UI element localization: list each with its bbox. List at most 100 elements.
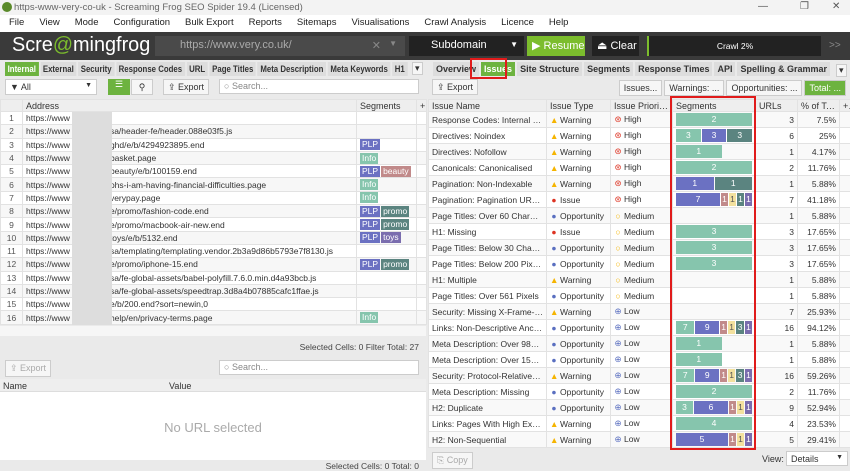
table-row[interactable]: 7 https://www verypay.page Info — [0, 190, 427, 206]
tab-h1[interactable]: H1 — [392, 62, 408, 76]
filter-button[interactable]: Warnings: ... — [664, 80, 725, 96]
segment-plp[interactable]: 9 — [695, 321, 720, 334]
segment-info[interactable]: 3 — [676, 257, 752, 270]
issue-row[interactable]: H2: Non-Sequential ▲ Warning ⊕ Low 5 1 1 1 5 29.41… — [428, 431, 850, 448]
tab-internal[interactable]: Internal — [5, 62, 39, 76]
resume-button[interactable]: ▶ Resume — [527, 36, 585, 56]
menu-bulk-export[interactable]: Bulk Export — [185, 17, 234, 28]
issue-row[interactable]: H1: Multiple ▲ Warning ○ Medium 1 5.88% — [428, 271, 850, 288]
segment-plp[interactable]: 9 — [695, 369, 720, 382]
issue-row[interactable]: H1: Missing ● Issue ○ Medium 3 3 17.65% — [428, 223, 850, 240]
segment-promo[interactable]: 1 — [714, 177, 752, 190]
column-header[interactable]: Segments — [672, 99, 756, 112]
segment-plp[interactable]: 7 — [676, 193, 720, 206]
column-header[interactable]: URLs — [755, 99, 798, 112]
segment-info[interactable]: 4 — [676, 417, 752, 430]
issue-row[interactable]: Links: Non-Descriptive Ancho... ● Opportun… — [428, 319, 850, 336]
issue-row[interactable]: Pagination: Non-Indexable ▲ Warning ⊛ High 1 1… — [428, 175, 850, 192]
minimize-button[interactable]: — — [758, 1, 768, 12]
table-row[interactable]: 5 https://www beauty/e/b/100159.end PLP beau… — [0, 164, 427, 179]
menu-view[interactable]: View — [39, 17, 60, 28]
menu-sitemaps[interactable]: Sitemaps — [296, 17, 337, 28]
tab-response-codes[interactable]: Response Codes — [115, 62, 185, 76]
segment-yellow[interactable]: 1 — [728, 321, 736, 334]
segment-toys[interactable]: 1 — [745, 369, 752, 382]
column-header[interactable]: Issue Name — [428, 99, 547, 112]
tab-url[interactable]: URL — [186, 62, 208, 76]
table-row[interactable]: 14 https://www sa/fe-global-assets/speedtr… — [0, 283, 427, 299]
issues-export-button[interactable]: ⇪ Export — [432, 79, 479, 95]
chevron-down-icon[interactable]: ▼ — [389, 39, 397, 48]
segment-toys[interactable]: 1 — [745, 321, 752, 334]
table-row[interactable]: 8 https://www e/promo/fashion-code.end PLP p… — [0, 204, 427, 219]
filter-button[interactable]: Issues... — [618, 80, 663, 96]
segment-info[interactable]: 1 — [676, 337, 722, 350]
table-row[interactable]: 10 https://www toys/e/b/5132.end PLP toys — [0, 230, 427, 245]
segment-plp[interactable]: 6 — [694, 401, 728, 414]
segment-yellow[interactable]: 1 — [728, 369, 736, 382]
issue-row[interactable]: Meta Description: Missing ● Opportunity ⊕ Lo… — [428, 383, 850, 400]
segment-toys[interactable]: 1 — [745, 193, 752, 206]
segment-promo[interactable]: 3 — [736, 369, 744, 382]
clear-button[interactable]: ⏏ Clear — [592, 36, 639, 56]
list-view-button[interactable]: ☰ — [108, 79, 130, 95]
lower-search-input[interactable]: ○ Search... — [219, 360, 419, 375]
menu-crawl-analysis[interactable]: Crawl Analysis — [424, 17, 487, 28]
column-segments[interactable]: Segments — [356, 99, 417, 112]
segment-yellow[interactable]: 1 — [737, 433, 744, 446]
issue-row[interactable]: Meta Description: Over 985 Pi... ● Opportu… — [428, 335, 850, 352]
table-row[interactable]: 2 https://www sa/header-fe/header.088e03f5… — [0, 124, 427, 139]
segment-plp[interactable]: 1 — [676, 177, 714, 190]
expand-button[interactable]: >> — [829, 40, 841, 51]
menu-reports[interactable]: Reports — [248, 17, 282, 28]
filter-dropdown[interactable]: ▼ All ▼ — [5, 79, 97, 95]
segment-toys[interactable]: 1 — [745, 433, 752, 446]
segment-beauty[interactable]: 1 — [729, 433, 736, 446]
issue-row[interactable]: Meta Description: Over 155 C... ● Opportun… — [428, 351, 850, 368]
column-header[interactable]: Issue Type — [546, 99, 611, 112]
tab-overview[interactable]: Overview — [433, 62, 480, 76]
tab-meta-description[interactable]: Meta Description — [257, 62, 327, 76]
search-input[interactable]: ○ Search... — [219, 79, 419, 94]
issue-row[interactable]: Directives: Nofollow ▲ Warning ⊛ High 1 1 4.17% — [428, 143, 850, 160]
menu-configuration[interactable]: Configuration — [113, 17, 171, 28]
issue-row[interactable]: Response Codes: Internal Blo... ▲ Warning ⊛… — [428, 111, 850, 128]
issue-row[interactable]: Page Titles: Over 561 Pixels ● Opportunity… — [428, 287, 850, 304]
column-header[interactable]: % of Total — [797, 99, 840, 112]
menu-licence[interactable]: Licence — [501, 17, 534, 28]
issue-row[interactable]: Page Titles: Below 30 Charact... ● Opportu… — [428, 239, 850, 256]
filter-button[interactable]: Opportunities: ... — [726, 80, 803, 96]
issue-row[interactable]: Page Titles: Below 200 Pixels ● Opportunit… — [428, 255, 850, 272]
tab-api[interactable]: API — [714, 62, 736, 76]
export-button[interactable]: ⇪ Export — [163, 79, 210, 95]
tab-spelling-grammar[interactable]: Spelling & Grammar — [737, 62, 831, 76]
segment-promo[interactable]: 3 — [736, 321, 744, 334]
close-button[interactable]: ✕ — [832, 1, 841, 12]
copy-button[interactable]: ⎘ Copy — [432, 452, 473, 469]
issue-row[interactable]: Pagination: Pagination URL N... ● Issue ⊛ Hi… — [428, 191, 850, 208]
segment-info[interactable]: 3 — [676, 225, 752, 238]
tabs-overflow-button[interactable]: ▾ — [412, 62, 423, 75]
segment-toys[interactable]: 1 — [745, 401, 752, 414]
segment-beauty[interactable]: 1 — [721, 193, 728, 206]
column-address[interactable]: Address — [22, 99, 357, 112]
url-input[interactable]: https://www.very.co.uk/✕ ▼ — [155, 36, 405, 56]
table-row[interactable]: 4 https://www basket.page Info — [0, 150, 427, 166]
tab-page-titles[interactable]: Page Titles — [209, 62, 256, 76]
segment-info[interactable]: 3 — [676, 401, 693, 414]
segment-plp[interactable]: 5 — [676, 433, 728, 446]
segment-info[interactable]: 2 — [676, 161, 752, 174]
segment-yellow[interactable]: 1 — [729, 193, 736, 206]
issue-row[interactable]: Security: Protocol-Relative Re... ▲ Warnin… — [428, 367, 850, 384]
tab-site-structure[interactable]: Site Structure — [517, 62, 583, 76]
mode-dropdown[interactable]: Subdomain ▼ — [409, 36, 524, 56]
segment-beauty[interactable]: 1 — [729, 401, 736, 414]
segment-info[interactable]: 3 — [676, 129, 701, 142]
segment-promo[interactable]: 3 — [727, 129, 753, 142]
lower-export-button[interactable]: ⇪ Export — [5, 360, 52, 377]
segment-info[interactable]: 2 — [676, 113, 752, 126]
segment-info[interactable]: 7 — [676, 321, 695, 334]
issue-row[interactable]: Security: Missing X-Frame-Op... ▲ Warning ⊕… — [428, 303, 850, 320]
table-row[interactable]: 12 https://www e/promo/iphone-15.end PLP pro… — [0, 257, 427, 272]
table-row[interactable]: 16 https://www help/en/privacy-terms.page I… — [0, 310, 427, 325]
